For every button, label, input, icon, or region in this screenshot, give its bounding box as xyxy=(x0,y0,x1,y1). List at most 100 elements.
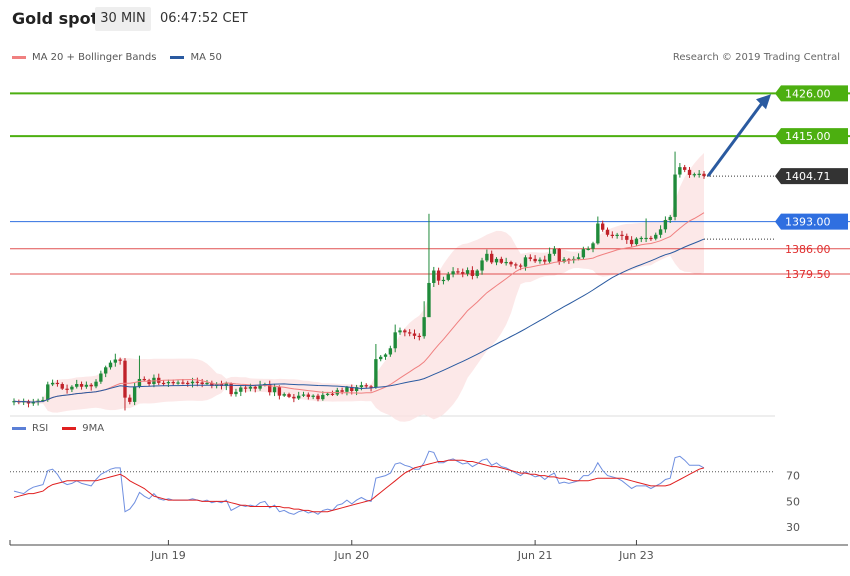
candle-body xyxy=(277,387,282,396)
candle-body xyxy=(658,229,663,235)
candle-body xyxy=(46,384,50,400)
candle-body xyxy=(649,237,653,240)
candle xyxy=(60,382,64,391)
candle xyxy=(465,267,470,277)
candle xyxy=(296,391,301,401)
candle xyxy=(108,360,113,370)
candle-body xyxy=(123,360,127,398)
candle-body xyxy=(229,383,233,395)
candle xyxy=(509,260,513,267)
candle-body xyxy=(702,173,706,177)
candle-body xyxy=(75,384,79,387)
candle-body xyxy=(176,382,180,384)
level-tag-1393.00 xyxy=(775,213,848,230)
rsi-ma-swatch xyxy=(62,427,77,430)
candle-body xyxy=(195,381,200,383)
candle-body xyxy=(654,234,658,239)
candle xyxy=(673,151,677,221)
candle-body xyxy=(12,401,16,403)
candle xyxy=(494,257,499,266)
candle xyxy=(239,386,243,397)
candle xyxy=(451,267,455,278)
candle-body xyxy=(692,174,697,176)
candle xyxy=(576,253,581,261)
candle xyxy=(103,365,108,378)
candle-body xyxy=(239,387,243,392)
moving-average-lines xyxy=(13,212,705,403)
candle-body xyxy=(403,330,407,333)
candle xyxy=(668,214,672,223)
candle xyxy=(345,385,349,396)
candle-body xyxy=(65,388,69,390)
candle-body xyxy=(142,378,146,381)
candle-body xyxy=(50,382,55,385)
candle-body xyxy=(181,382,185,384)
candle xyxy=(620,230,624,241)
candle xyxy=(99,370,103,384)
candle xyxy=(118,357,122,365)
last-price-label: 1404.71 xyxy=(785,170,831,183)
x-tick-label: Jun 19 xyxy=(150,549,186,562)
candle xyxy=(55,379,60,387)
candle xyxy=(538,257,542,264)
candle xyxy=(84,381,89,389)
candle xyxy=(229,382,233,397)
candle xyxy=(702,170,706,179)
candle xyxy=(427,213,431,318)
ma50-swatch xyxy=(170,56,185,59)
candle-body xyxy=(306,394,311,397)
candle xyxy=(205,379,209,386)
candle xyxy=(311,394,315,400)
chart-header: Gold spot 30 MIN 06:47:52 CET xyxy=(0,0,850,36)
level-tag-1426.00 xyxy=(775,85,848,102)
candle xyxy=(562,257,566,264)
candle-body xyxy=(379,356,383,360)
candle-body xyxy=(340,390,344,392)
candle-body xyxy=(581,249,586,258)
candle-body xyxy=(436,270,441,281)
candle xyxy=(94,379,98,389)
legend-ma50-label: MA 50 xyxy=(190,52,222,63)
legend-rsi-ma-label: 9MA xyxy=(82,423,105,434)
candle xyxy=(658,225,663,238)
candle xyxy=(46,381,50,402)
candle xyxy=(461,268,465,278)
candle xyxy=(176,380,180,385)
candle-body xyxy=(441,279,446,282)
candle-body xyxy=(596,223,600,244)
candle-body xyxy=(383,354,388,357)
candle-body xyxy=(272,387,277,393)
ma20-line xyxy=(13,212,705,403)
candle xyxy=(634,237,639,246)
level-label-1426.00: 1426.00 xyxy=(785,87,831,100)
candle xyxy=(200,378,204,388)
candle-body xyxy=(374,359,378,388)
candle-body xyxy=(470,270,475,276)
candle xyxy=(543,255,547,265)
candle xyxy=(436,267,441,285)
candle-body xyxy=(451,271,455,275)
candle xyxy=(301,391,306,398)
candle xyxy=(383,353,388,360)
candle-body xyxy=(364,385,368,387)
candle-body xyxy=(359,385,364,388)
candle xyxy=(591,241,595,253)
candle-body xyxy=(523,257,528,267)
candle-body xyxy=(610,234,615,236)
candle-body xyxy=(258,384,262,389)
timeframe-badge[interactable]: 30 MIN xyxy=(95,7,151,31)
x-axis: Jun 19 Jun 20 Jun 21 Jun 23 xyxy=(9,540,848,562)
candle xyxy=(407,329,412,337)
candle xyxy=(137,355,142,389)
candle xyxy=(615,232,619,239)
candle xyxy=(364,383,368,389)
candle-body xyxy=(161,382,166,385)
main-legend: MA 20 + Bollinger Bands MA 50 xyxy=(12,52,236,63)
candle-body xyxy=(166,382,171,384)
candle xyxy=(89,383,93,391)
candle xyxy=(639,236,643,243)
candle-body xyxy=(200,382,204,385)
candle xyxy=(292,394,296,403)
candle xyxy=(282,392,286,397)
candle xyxy=(412,329,417,340)
